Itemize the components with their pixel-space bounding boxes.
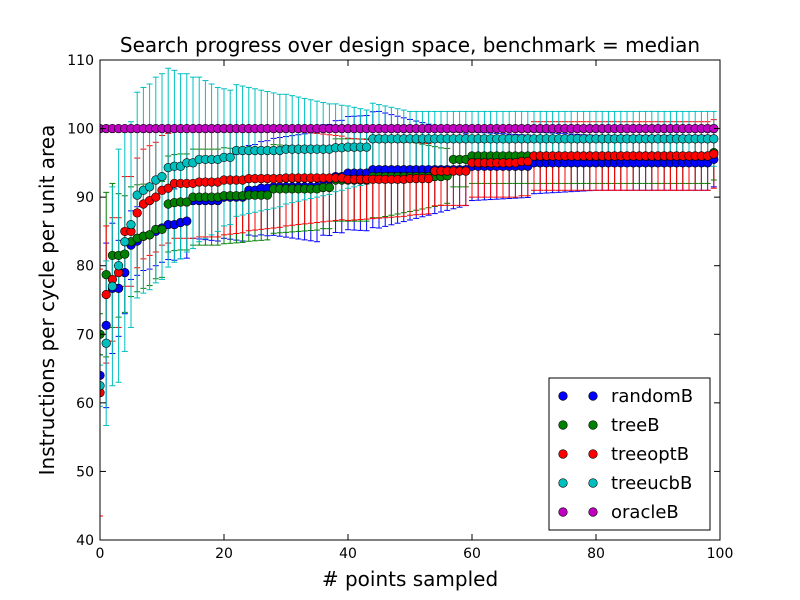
data-point xyxy=(101,270,111,280)
x-tick-label: 20 xyxy=(215,546,233,562)
legend-label: treeucbB xyxy=(611,473,692,494)
plot-area: 0 20 40 60 80 100 40 50 60 70 80 90 100 110 xyxy=(67,53,733,562)
series-points-treeoptB xyxy=(100,149,719,398)
legend-marker xyxy=(558,507,568,517)
y-tick-label: 110 xyxy=(67,53,94,69)
data-point xyxy=(120,237,130,247)
y-tick-label: 100 xyxy=(67,122,94,138)
legend-marker xyxy=(558,420,568,430)
legend-marker xyxy=(588,478,598,488)
data-point xyxy=(523,156,533,167)
data-point xyxy=(324,182,335,193)
legend-label: treeoptB xyxy=(611,444,689,465)
data-point xyxy=(163,183,173,193)
chart-title: Search progress over design space, bench… xyxy=(120,33,700,57)
legend-marker xyxy=(588,391,598,401)
data-point xyxy=(182,216,192,226)
data-point xyxy=(107,281,117,291)
x-tick-label: 0 xyxy=(96,546,105,562)
legend-label: treeB xyxy=(611,415,660,436)
data-point xyxy=(709,149,719,159)
y-tick-label: 50 xyxy=(76,464,94,480)
data-point xyxy=(709,134,719,144)
data-point xyxy=(132,190,142,200)
data-point xyxy=(101,289,111,300)
y-tick-label: 40 xyxy=(76,533,94,549)
x-tick-label: 60 xyxy=(463,546,481,562)
legend-marker xyxy=(558,478,568,488)
y-tick-label: 70 xyxy=(76,327,94,343)
data-point xyxy=(101,338,111,348)
series-points-treeucbB xyxy=(100,134,719,391)
data-point xyxy=(157,171,167,182)
legend-marker xyxy=(558,449,568,459)
data-point xyxy=(145,182,155,192)
data-point xyxy=(262,190,273,200)
data-point xyxy=(182,197,192,207)
legend-marker xyxy=(588,449,598,459)
x-tick-label: 40 xyxy=(339,546,357,562)
legend-marker xyxy=(588,507,598,517)
y-tick-label: 60 xyxy=(76,396,94,412)
data-point xyxy=(424,174,434,184)
x-axis-label: # points sampled xyxy=(322,567,498,591)
data-point xyxy=(100,370,105,381)
plot-frame xyxy=(99,59,721,541)
data-point xyxy=(145,230,155,240)
legend-box xyxy=(548,377,711,531)
y-tick-label: 80 xyxy=(76,259,94,275)
data-point xyxy=(132,208,142,218)
data-point xyxy=(157,224,167,234)
data-point xyxy=(126,219,136,230)
data-point xyxy=(225,152,235,162)
data-point xyxy=(461,166,471,176)
y-axis-label: Instructions per cycle per unit area xyxy=(35,125,59,476)
x-tick-label: 100 xyxy=(707,546,734,562)
legend-marker xyxy=(588,420,598,430)
series-points-oracleB xyxy=(100,123,719,134)
data-point xyxy=(100,387,105,398)
legend-label: oracleB xyxy=(611,502,679,523)
legend-label: randomB xyxy=(611,386,693,407)
data-point xyxy=(113,261,124,271)
legend-marker xyxy=(558,391,568,401)
data-point xyxy=(120,249,130,259)
y-tick-label: 90 xyxy=(76,190,94,206)
data-layer xyxy=(100,67,719,517)
x-tick-label: 80 xyxy=(587,546,605,562)
legend: randomB treeB treeoptB treeucbB oracleB xyxy=(548,377,711,531)
data-point xyxy=(100,381,105,391)
data-point xyxy=(362,142,372,152)
data-point xyxy=(101,320,111,330)
data-point xyxy=(151,192,161,202)
